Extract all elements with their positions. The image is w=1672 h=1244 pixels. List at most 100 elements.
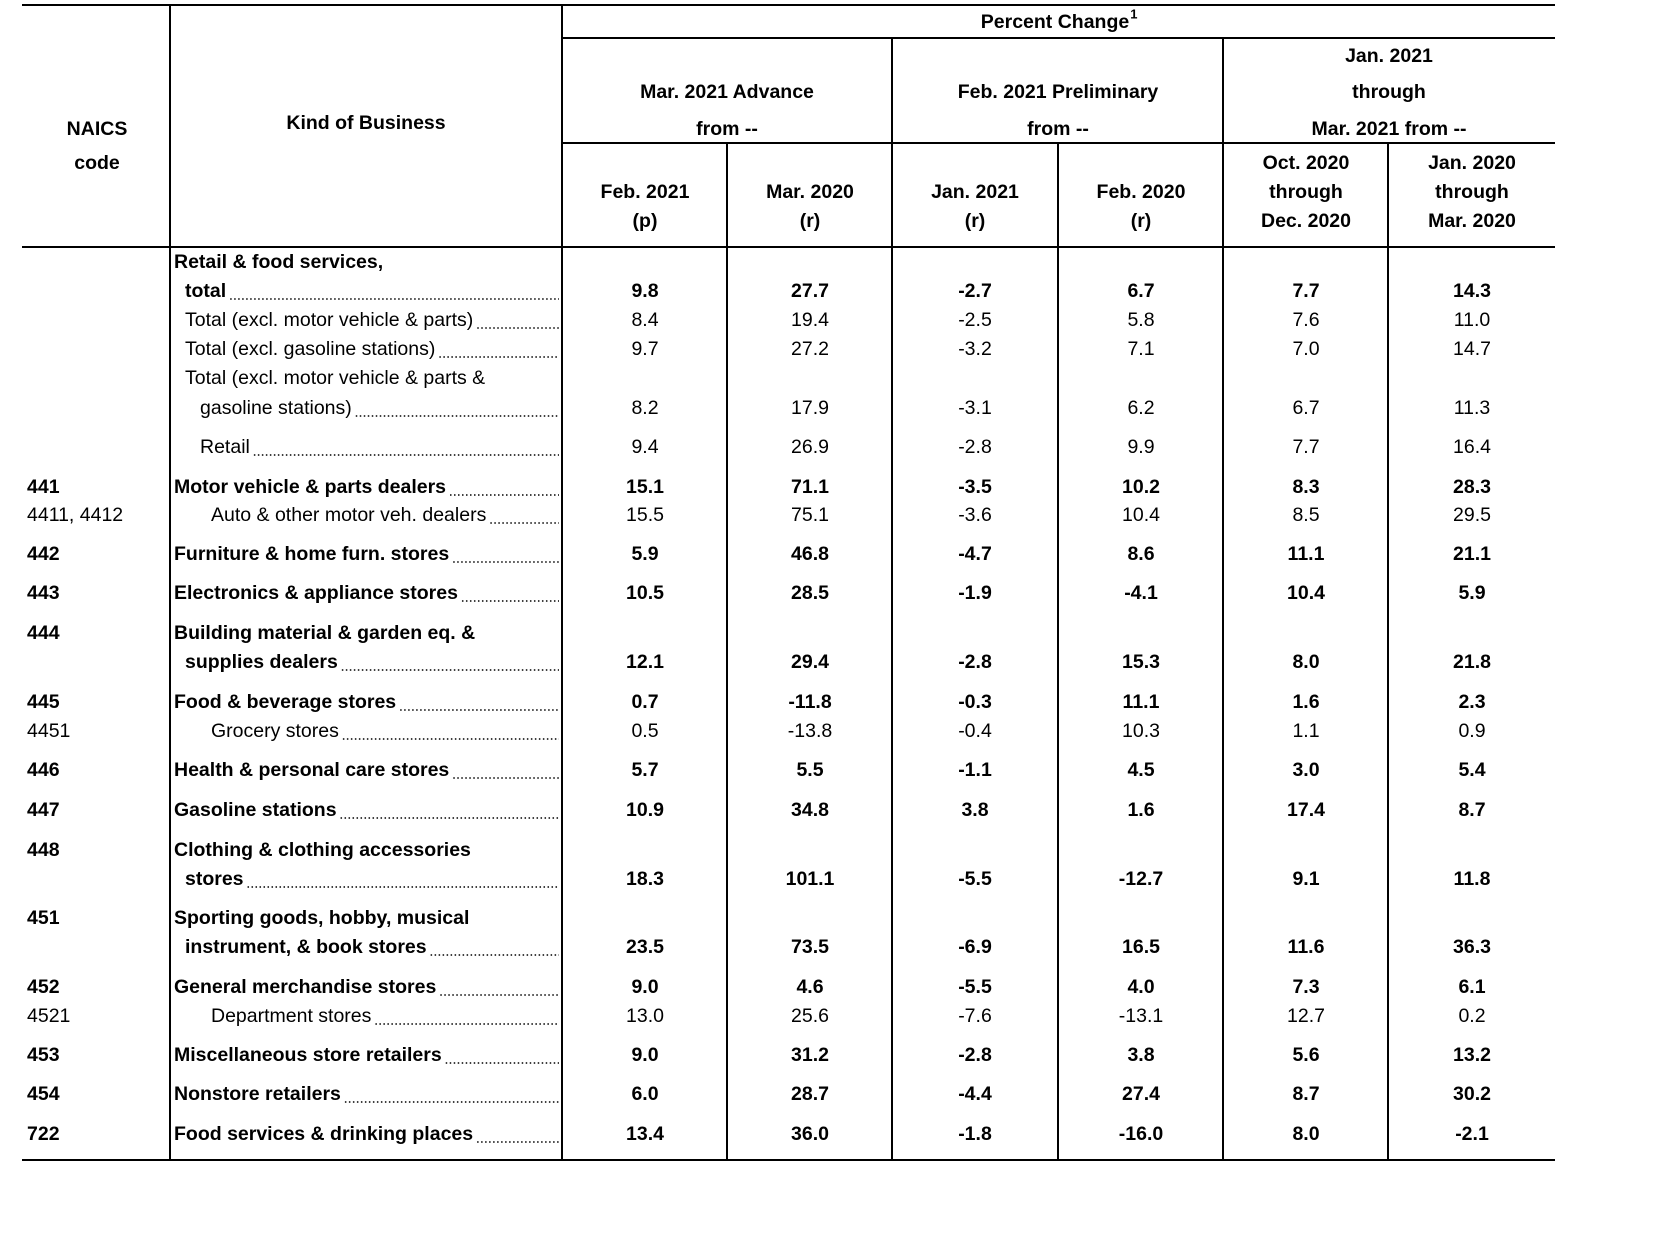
group-header: Mar. 2021 from -- [1312,118,1467,140]
business: Electronics & appliance stores [174,582,458,604]
value: 13.2 [1453,1044,1491,1066]
value: -2.8 [958,1044,992,1066]
value: 9.1 [1292,868,1319,890]
value: 3.8 [961,799,988,821]
value: 6.0 [631,1083,658,1105]
value: 21.8 [1453,651,1491,673]
value: -13.1 [1119,1005,1163,1027]
value: 28.7 [791,1083,829,1105]
value: -2.8 [958,651,992,673]
value: 10.3 [1122,720,1160,742]
value: 14.3 [1453,280,1491,302]
value: -3.6 [958,504,992,526]
naics-code: 722 [27,1123,60,1145]
column-header: Mar. 2020 [1428,210,1516,232]
value: -7.6 [958,1005,992,1027]
value: -2.1 [1455,1123,1489,1145]
value: 1.6 [1127,799,1154,821]
business: Gasoline stations [174,799,337,821]
value: 8.7 [1458,799,1485,821]
value: 8.6 [1127,543,1154,565]
value: -4.4 [958,1083,992,1105]
business: Clothing & clothing accessories [174,839,471,861]
value: 11.1 [1288,543,1325,565]
value: 5.5 [796,759,823,781]
header-code: NAICS [67,118,128,140]
business: total [185,280,226,302]
value: 21.1 [1453,543,1491,565]
value: 36.0 [791,1123,829,1145]
naics-code: 442 [27,543,60,565]
value: 31.2 [791,1044,829,1066]
business: General merchandise stores [174,976,436,998]
value: 13.0 [626,1005,664,1027]
value: 12.1 [626,651,664,673]
value: 11.8 [1454,868,1491,890]
value: 4.5 [1127,759,1154,781]
naics-code: 451 [27,907,60,929]
value: -1.1 [958,759,992,781]
value: 7.1 [1127,338,1154,360]
value: 3.8 [1127,1044,1154,1066]
value: 18.3 [626,868,664,890]
value: 0.9 [1458,720,1485,742]
value: 73.5 [791,936,829,958]
value: 36.3 [1453,936,1491,958]
value: -11.8 [788,691,832,713]
business: Total (excl. motor vehicle & parts & [185,367,485,389]
value: 10.4 [1287,582,1325,604]
naics-code: 453 [27,1044,60,1066]
value: 8.7 [1292,1083,1319,1105]
value: 71.1 [791,476,829,498]
value: 9.0 [631,1044,658,1066]
value: 7.7 [1292,436,1319,458]
business: instrument, & book stores [185,936,427,958]
value: 8.0 [1292,1123,1319,1145]
value: -12.7 [1119,868,1163,890]
naics-code: 4521 [27,1005,70,1027]
header-business: Kind of Business [286,112,445,134]
column-header: through [1435,181,1509,203]
value: 5.9 [631,543,658,565]
value: 7.7 [1292,280,1319,302]
value: 34.8 [791,799,829,821]
value: 12.7 [1287,1005,1325,1027]
value: 8.3 [1292,476,1319,498]
value: 2.3 [1458,691,1485,713]
business: Motor vehicle & parts dealers [174,476,446,498]
value: 26.9 [791,436,829,458]
value: -13.8 [788,720,832,742]
value: 8.2 [631,397,658,419]
group-header: Jan. 2021 [1345,45,1433,67]
business: Food & beverage stores [174,691,396,713]
column-header: Mar. 2020 [766,181,854,203]
value: 10.2 [1122,476,1160,498]
value: 3.0 [1292,759,1319,781]
business: Miscellaneous store retailers [174,1044,442,1066]
value: -4.7 [958,543,992,565]
naics-code: 443 [27,582,60,604]
value: 4.0 [1127,976,1154,998]
column-header: Oct. 2020 [1263,152,1350,174]
value: 7.0 [1292,338,1319,360]
value: 5.4 [1458,759,1485,781]
business: Food services & drinking places [174,1123,473,1145]
value: -0.3 [958,691,992,713]
naics-code: 444 [27,622,60,644]
group-header: Mar. 2021 Advance [640,81,814,103]
value: -16.0 [1119,1123,1164,1145]
value: 29.4 [791,651,829,673]
value: 9.0 [631,976,658,998]
value: -2.7 [958,280,992,302]
naics-code: 447 [27,799,60,821]
footnote-mark: 1 [1130,6,1137,21]
column-header: Feb. 2021 [601,181,690,203]
value: 7.6 [1292,309,1319,331]
column-header: Dec. 2020 [1261,210,1351,232]
value: 10.4 [1122,504,1160,526]
value: 14.7 [1453,338,1491,360]
value: 17.4 [1287,799,1325,821]
column-header: (r) [1131,210,1152,232]
naics-code: 441 [27,476,60,498]
naics-code: 4451 [27,720,70,742]
